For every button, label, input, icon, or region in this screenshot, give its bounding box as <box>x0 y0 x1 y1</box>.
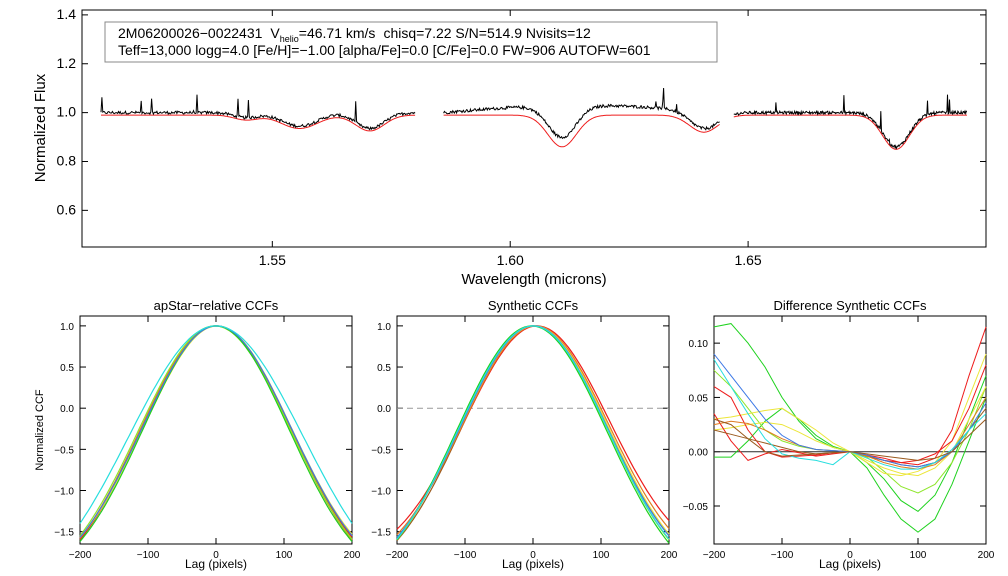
spectrum-y-tick-label: 0.8 <box>57 152 77 168</box>
difference-ccf-y-tick-label: −0.05 <box>683 502 709 513</box>
apstar-ccf-plot-frame <box>79 315 353 545</box>
difference-ccf-series-d1 <box>713 323 987 533</box>
synthetic-ccf-x-tick-label: 200 <box>661 550 678 561</box>
vhelio-value: =46.71 km/s <box>299 25 376 41</box>
spectrum-x-tick-label: 1.60 <box>497 252 524 268</box>
spectrum-y-tick-label: 1.0 <box>57 104 77 120</box>
apstar-ccf-x-tick-label: −100 <box>137 550 160 561</box>
apstar-ccf-series-visit-7 <box>79 325 353 538</box>
difference-ccf-series-d7 <box>713 364 987 464</box>
apstar-ccf-x-tick-label: 100 <box>276 550 293 561</box>
difference-ccf-x-axis-label: Lag (pixels) <box>819 557 881 571</box>
apstar-ccf-y-tick-label: 1.0 <box>60 322 74 333</box>
spectrum-panel: 2M06200026−0022431 Vhelio=46.71 km/s chisq… <box>32 6 987 288</box>
synthetic-ccf-series-visit-3 <box>396 325 670 536</box>
apstar-ccf-y-tick-label: −1.0 <box>54 486 74 497</box>
synthetic-ccf-y-tick-label: −1.5 <box>371 528 391 539</box>
spectrum-y-tick-label: 0.6 <box>57 201 77 217</box>
synthetic-ccf-y-tick-label: −1.0 <box>371 486 391 497</box>
apstar-ccf-x-tick-label: 200 <box>344 550 361 561</box>
spectrum-y-tick-label: 1.4 <box>57 6 77 22</box>
synthetic-ccf-series-visit-7 <box>396 325 670 538</box>
synthetic-ccf-y-tick-label: 0.5 <box>377 363 391 374</box>
apstar-ccf-y-tick-label: 0.0 <box>60 404 74 415</box>
apstar-ccf-panel: apStar−relative CCFs Lag (pixels) Normal… <box>34 298 361 571</box>
spectrum-annotation-line2: Teff=13,000 logg=4.0 [Fe/H]=−1.00 [alpha… <box>118 42 651 58</box>
difference-ccf-series-d12 <box>713 418 987 461</box>
difference-ccf-x-tick-label: 200 <box>978 550 995 561</box>
difference-ccf-title: Difference Synthetic CCFs <box>774 298 927 313</box>
synthetic-ccf-x-tick-label: 100 <box>593 550 610 561</box>
synthetic-ccf-panel: Synthetic CCFs Lag (pixels) −200 −100 0 100… <box>371 298 678 571</box>
synthetic-ccf-series-visit-1 <box>396 325 670 541</box>
synthetic-ccf-x-tick-label: −200 <box>386 550 409 561</box>
spectrum-observed-chip-3 <box>733 94 967 150</box>
spectrum-observed-chip-1 <box>100 94 416 131</box>
spectrum-model-chip-3 <box>733 114 967 150</box>
spectrum-plot-frame <box>81 9 987 248</box>
vhelio-label: V <box>270 25 280 41</box>
apstar-ccf-series-visit-6 <box>79 325 353 542</box>
synthetic-ccf-series-visit-2 <box>396 325 670 530</box>
synthetic-ccf-plot-frame <box>396 315 670 545</box>
apstar-ccf-y-tick-label: 0.5 <box>60 363 74 374</box>
apstar-ccf-series-visit-1 <box>79 325 353 541</box>
difference-ccf-plot-frame <box>713 315 987 545</box>
difference-ccf-x-tick-label: −100 <box>771 550 794 561</box>
synthetic-ccf-x-tick-label: −100 <box>454 550 477 561</box>
difference-ccf-y-tick-label: 0.10 <box>689 339 709 350</box>
difference-ccf-x-tick-label: 100 <box>910 550 927 561</box>
difference-ccf-y-tick-label: 0.00 <box>689 448 709 459</box>
synthetic-ccf-series-visit-6 <box>396 325 670 544</box>
synthetic-ccf-title: Synthetic CCFs <box>488 298 579 313</box>
apstar-ccf-series-visit-2 <box>79 325 353 540</box>
apstar-ccf-x-axis-label: Lag (pixels) <box>185 557 247 571</box>
difference-ccf-x-tick-label: −200 <box>703 550 726 561</box>
spectrum-y-tick-label: 1.2 <box>57 55 77 71</box>
apstar-ccf-x-tick-label: 0 <box>213 550 219 561</box>
apstar-ccf-y-tick-label: −0.5 <box>54 445 74 456</box>
difference-ccf-y-tick-label: 0.05 <box>689 393 709 404</box>
synthetic-ccf-series-visit-8 <box>396 325 670 540</box>
fit-stats: chisq=7.22 S/N=514.9 Nvisits=12 <box>383 25 591 41</box>
apstar-ccf-series-visit-4 <box>79 325 353 538</box>
difference-ccf-series-d11 <box>713 359 987 470</box>
synthetic-ccf-y-tick-label: 1.0 <box>377 322 391 333</box>
spectrum-x-axis-label: Wavelength (microns) <box>461 271 606 288</box>
apstar-ccf-series-visit-8 <box>79 325 353 524</box>
synthetic-ccf-series-visit-5 <box>396 325 670 541</box>
vhelio-subscript: helio <box>280 34 299 44</box>
difference-ccf-panel: Difference Synthetic CCFs Lag (pixels) −… <box>683 298 995 571</box>
spectrum-x-tick-label: 1.65 <box>734 252 761 268</box>
apstar-ccf-y-tick-label: −1.5 <box>54 528 74 539</box>
spectrum-observed-chip-2 <box>443 87 720 140</box>
spectrum-y-axis-label: Normalized Flux <box>32 73 49 182</box>
spectrum-annotation-box <box>104 21 718 63</box>
synthetic-ccf-x-tick-label: 0 <box>530 550 536 561</box>
apstar-ccf-series-visit-3 <box>79 325 353 541</box>
spectrum-annotation-line1: 2M06200026−0022431 Vhelio=46.71 km/s chisq… <box>118 25 591 44</box>
difference-ccf-x-tick-label: 0 <box>847 550 853 561</box>
apstar-ccf-x-tick-label: −200 <box>69 550 92 561</box>
spectrum-x-tick-label: 1.55 <box>259 252 286 268</box>
apstar-ccf-series-visit-5 <box>79 325 353 540</box>
star-id: 2M06200026−0022431 <box>118 25 263 41</box>
apstar-ccf-title: apStar−relative CCFs <box>154 298 279 313</box>
difference-ccf-series-d5 <box>713 386 987 477</box>
synthetic-ccf-series-visit-4 <box>396 325 670 538</box>
spectrum-model-chip-2 <box>443 114 720 148</box>
synthetic-ccf-y-tick-label: 0.0 <box>377 404 391 415</box>
synthetic-ccf-x-axis-label: Lag (pixels) <box>502 557 564 571</box>
synthetic-ccf-y-tick-label: −0.5 <box>371 445 391 456</box>
apstar-ccf-y-axis-label: Normalized CCF <box>34 389 46 471</box>
